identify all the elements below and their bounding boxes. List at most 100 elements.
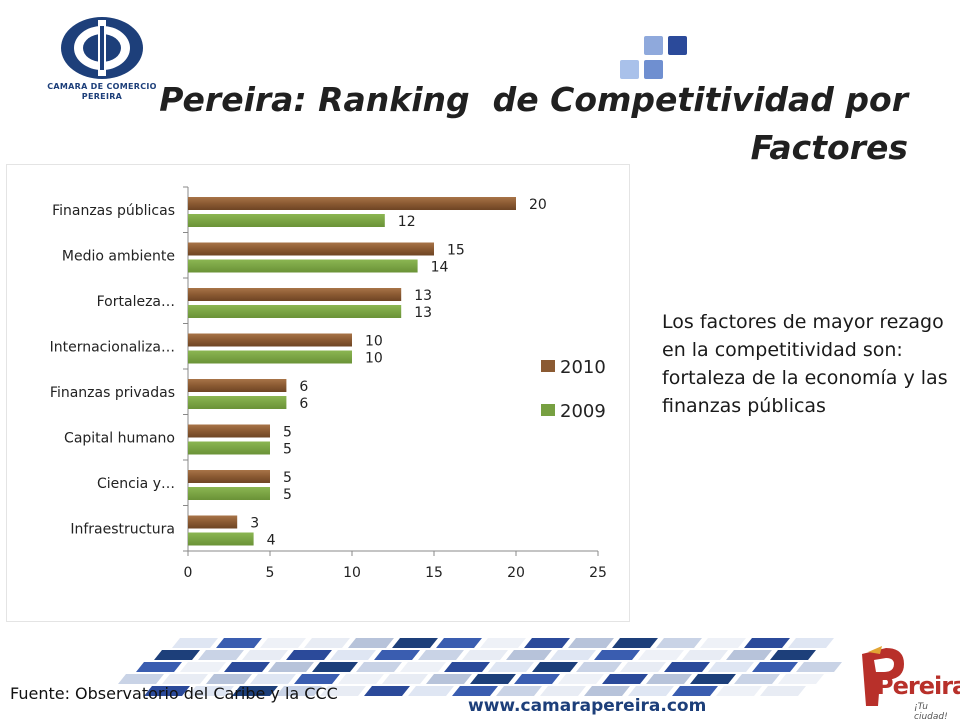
decorative-block [400,662,446,672]
legend-swatch-2009 [541,404,555,416]
decorative-block [392,638,438,648]
decorative-block [294,674,340,684]
page-title: Pereira: Ranking de Competitividad por F… [148,76,908,172]
decorative-block [356,662,402,672]
decorative-block [162,674,208,684]
bar-2009 [188,487,270,500]
bar-chart: 0 5 10 15 20 25 Finanzas públicas 20 12 Medio amb… [50,186,607,581]
decorative-block [330,650,376,660]
legend-label-2009: 2009 [560,401,606,422]
decorative-block [514,674,560,684]
data-label-2009: 14 [431,260,449,276]
data-label-2010: 20 [529,197,547,213]
pereira-logo-tagline: ¡Tu ciudad! [914,702,948,722]
decorative-block [778,674,824,684]
decorative-block [532,662,578,672]
decorative-block [382,674,428,684]
camara-logo-icon [61,17,143,79]
data-label-2009: 4 [267,533,276,549]
decorative-block [206,674,252,684]
decorative-squares [620,36,690,82]
decorative-block [760,686,806,696]
data-label-2010: 15 [447,243,465,259]
decorative-block [664,662,710,672]
decorative-block [408,686,454,696]
decorative-block [646,674,692,684]
data-label-2009: 5 [283,487,292,503]
legend-label-2010: 2010 [560,357,606,378]
decorative-block [480,638,526,648]
decorative-block [144,686,190,696]
data-label-2010: 6 [299,379,308,395]
bar-2010 [188,333,352,347]
data-label-2010: 5 [283,425,292,441]
decorative-block [364,686,410,696]
decorative-block [558,674,604,684]
decorative-block [788,638,834,648]
decorative-block [418,650,464,660]
decorative-block [260,638,306,648]
x-tick-label: 15 [425,565,443,581]
category-label: Medio ambiente [62,248,175,264]
side-note: Los factores de mayor rezago en la compe… [662,311,948,417]
decorative-block [726,650,772,660]
category-label: Infraestructura [70,521,175,537]
decorative-block [250,674,296,684]
decorative-block [268,662,314,672]
decorative-block [672,686,718,696]
decorative-block [550,650,596,660]
camara-comercio-logo: CAMARA DE COMERCIO PEREIRA [40,14,170,104]
decorative-block [700,638,746,648]
decorative-block [752,662,798,672]
category-label: Finanzas privadas [50,385,175,401]
bar-2009 [188,441,270,455]
decorative-block [224,662,270,672]
x-tick-label: 0 [184,565,193,581]
category-label: Capital humano [64,430,175,446]
decorative-block [118,674,164,684]
bar-2009 [188,532,254,546]
decorative-block [374,650,420,660]
decorative-block [216,638,262,648]
decorative-block [232,686,278,696]
camara-logo-caption: CAMARA DE COMERCIO PEREIRA [47,82,157,101]
decorative-block [576,662,622,672]
x-tick-label: 20 [507,565,525,581]
bar-2010 [188,379,287,392]
decorative-block [462,650,508,660]
decorative-block [188,686,234,696]
decorative-block [594,650,640,660]
bar-2009 [188,214,385,227]
title-line-1: Pereira: Ranking de Competitividad por [159,80,908,119]
decorative-block [320,686,366,696]
decorative-block [716,686,762,696]
decorative-block [426,674,472,684]
decorative-block [602,674,648,684]
bar-2010 [188,515,238,529]
decorative-block [770,650,816,660]
decorative-block [136,662,182,672]
decorative-block [470,674,516,684]
decorative-block [436,638,482,648]
website-link[interactable]: www.camarapereira.com [468,696,707,716]
decorative-block [796,662,842,672]
decorative-block [286,650,332,660]
title-line-2: Factores [750,128,908,167]
x-tick-label: 25 [589,565,607,581]
source-note: Fuente: Observatorio del Caribe y la CCC [10,684,338,703]
decorative-block [304,638,350,648]
decorative-block [180,662,226,672]
footer-decorative-band [118,638,842,696]
decorative-block [452,686,498,696]
decorative-block [540,686,586,696]
bar-2009 [188,396,287,409]
decorative-block [338,674,384,684]
data-label-2010: 13 [414,288,432,304]
decorative-block [444,662,490,672]
decorative-block [154,650,200,660]
bar-2010 [188,470,270,483]
decorative-block [628,686,674,696]
bar-2009 [188,305,402,318]
decorative-block [612,638,658,648]
category-label: Finanzas públicas [52,203,175,219]
